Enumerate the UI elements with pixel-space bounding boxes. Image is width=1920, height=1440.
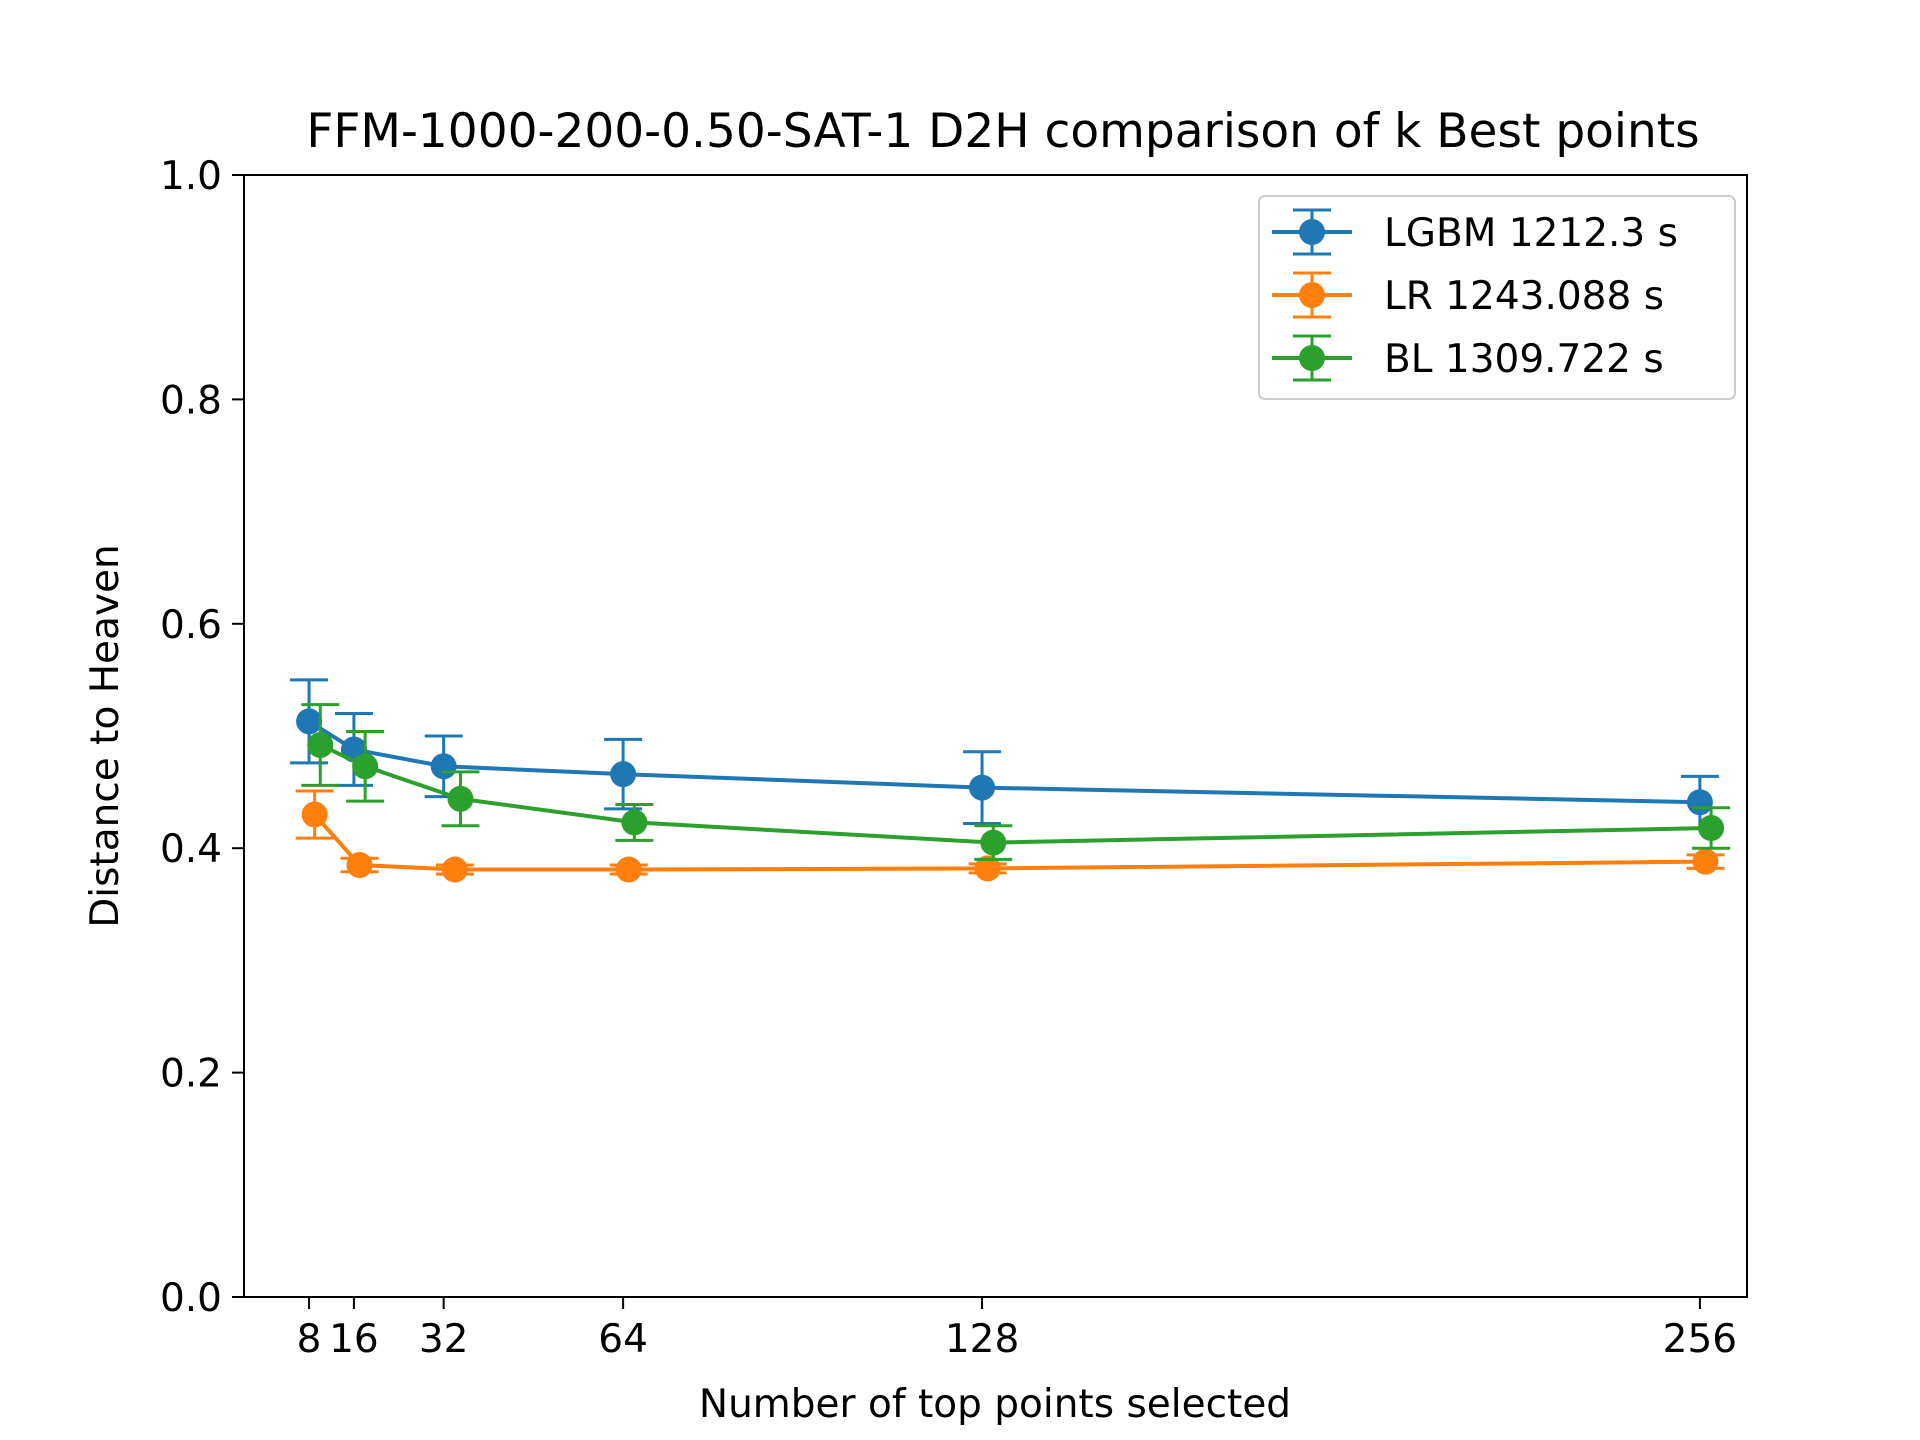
- data-point: [430, 753, 457, 780]
- series-1: [295, 789, 1725, 883]
- x-tick-label: 256: [1663, 1317, 1737, 1362]
- y-tick-label: 0.8: [160, 378, 222, 423]
- data-point: [621, 809, 648, 836]
- data-point: [615, 856, 642, 883]
- legend-label: LR 1243.088 s: [1384, 274, 1664, 319]
- y-axis-label: Distance to Heaven: [83, 544, 128, 928]
- y-tick-label: 0.6: [160, 603, 222, 648]
- x-tick-label: 16: [329, 1317, 379, 1362]
- legend-marker: [1299, 219, 1325, 245]
- x-axis-label: Number of top points selected: [699, 1382, 1291, 1427]
- data-point: [610, 761, 637, 788]
- legend-entry: LR 1243.088 s: [1272, 271, 1664, 319]
- y-axis: 0.0 0.2 0.4 0.6 0.8 1.0: [160, 154, 244, 1321]
- chart-title: FFM-1000-200-0.50-SAT-1 D2H comparison o…: [306, 104, 1699, 159]
- data-point: [1686, 789, 1713, 816]
- data-point: [1698, 815, 1725, 842]
- data-point: [969, 774, 996, 801]
- plot-frame: [243, 174, 1748, 1298]
- y-tick-label: 0.4: [160, 827, 222, 872]
- data-point: [980, 829, 1007, 856]
- legend-marker: [1299, 345, 1325, 371]
- legend-entry: BL 1309.722 s: [1272, 334, 1664, 382]
- x-tick-label: 32: [419, 1317, 469, 1362]
- x-axis: 8 16 32 64 128 256: [297, 1297, 1737, 1362]
- x-tick-label: 64: [598, 1317, 648, 1362]
- data-point: [301, 801, 328, 828]
- legend-label: BL 1309.722 s: [1384, 337, 1664, 382]
- data-point: [1692, 848, 1719, 875]
- y-tick-label: 0.0: [160, 1276, 222, 1321]
- data-point: [352, 753, 379, 780]
- legend-box: [1258, 195, 1736, 400]
- series-2: [301, 703, 1731, 861]
- x-tick-label: 128: [945, 1317, 1019, 1362]
- data-point: [296, 708, 323, 735]
- data-point: [307, 731, 334, 758]
- series-0: [290, 678, 1719, 830]
- data-point: [346, 852, 373, 879]
- plot-area: [290, 678, 1731, 883]
- y-tick-label: 1.0: [160, 154, 222, 199]
- x-tick-label: 8: [297, 1317, 322, 1362]
- data-point: [447, 785, 474, 812]
- legend-label: LGBM 1212.3 s: [1384, 211, 1678, 256]
- legend: LGBM 1212.3 s LR 1243.088 s BL 1309.722 s: [1258, 195, 1736, 400]
- data-point: [441, 856, 468, 883]
- legend-marker: [1299, 282, 1325, 308]
- data-point: [974, 855, 1001, 882]
- y-tick-label: 0.2: [160, 1052, 222, 1097]
- legend-entry: LGBM 1212.3 s: [1272, 208, 1678, 256]
